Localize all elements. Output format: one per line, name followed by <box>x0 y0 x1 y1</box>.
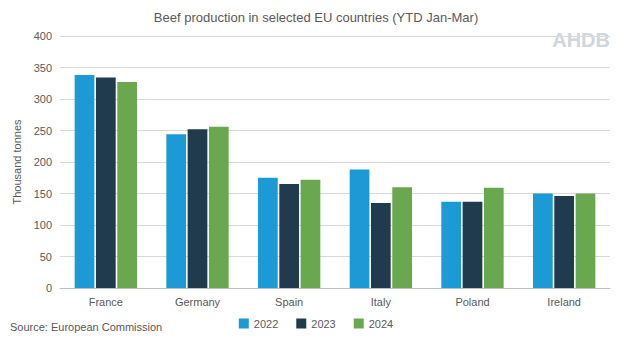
svg-text:100: 100 <box>34 219 52 231</box>
svg-text:Thousand tonnes: Thousand tonnes <box>11 119 23 205</box>
svg-text:AHDB: AHDB <box>552 29 610 51</box>
svg-text:Source: European Commission: Source: European Commission <box>10 321 162 333</box>
svg-text:2024: 2024 <box>369 318 393 330</box>
svg-text:250: 250 <box>34 125 52 137</box>
svg-text:150: 150 <box>34 188 52 200</box>
svg-text:Italy: Italy <box>371 296 392 308</box>
svg-text:400: 400 <box>34 30 52 42</box>
svg-text:Germany: Germany <box>175 296 221 308</box>
svg-text:2022: 2022 <box>254 318 278 330</box>
svg-text:2023: 2023 <box>311 318 335 330</box>
svg-text:350: 350 <box>34 62 52 74</box>
svg-text:Beef production in selected EU: Beef production in selected EU countries… <box>154 10 478 25</box>
svg-text:Poland: Poland <box>455 296 489 308</box>
svg-text:Spain: Spain <box>275 296 303 308</box>
svg-text:0: 0 <box>46 282 52 294</box>
svg-text:50: 50 <box>40 251 52 263</box>
svg-text:300: 300 <box>34 93 52 105</box>
svg-text:200: 200 <box>34 156 52 168</box>
svg-text:Ireland: Ireland <box>547 296 581 308</box>
svg-text:France: France <box>89 296 123 308</box>
